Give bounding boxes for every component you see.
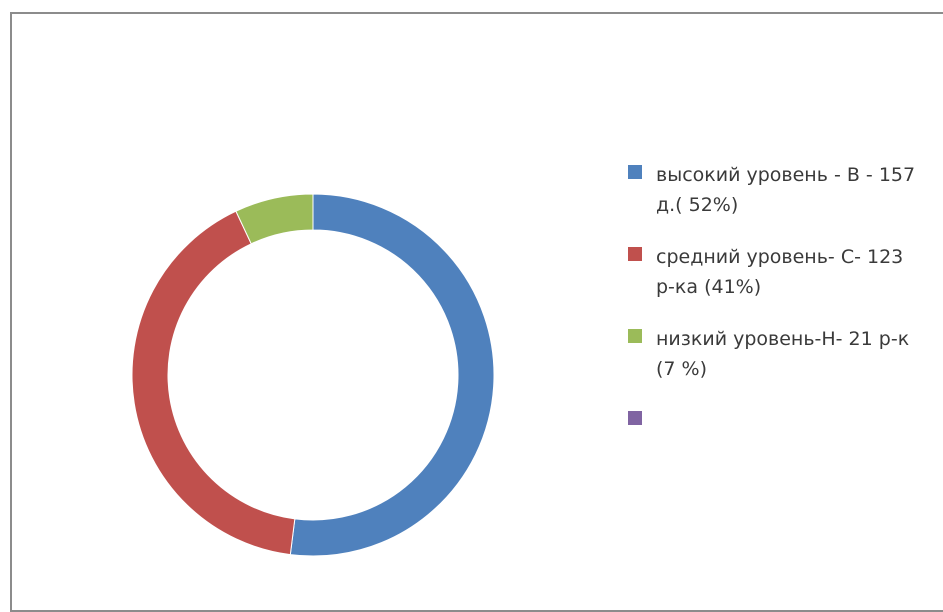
legend-label-medium: средний уровень- С- 123 р-ка (41%) (656, 246, 904, 298)
donut-slice-low (235, 193, 314, 245)
legend-label-high: высокий уровень - В - 157 д.( 52%) (656, 164, 916, 216)
legend-swatch-empty (628, 411, 642, 425)
chart-legend: высокий уровень - В - 157 д.( 52%) средн… (628, 160, 928, 442)
donut-slice-high (289, 193, 495, 557)
legend-swatch-high (628, 165, 642, 179)
legend-swatch-low (628, 329, 642, 343)
legend-swatch-medium (628, 247, 642, 261)
legend-item-empty (628, 406, 928, 425)
legend-item-high: высокий уровень - В - 157 д.( 52%) (628, 160, 928, 220)
legend-label-low: низкий уровень-Н- 21 р-к (7 %) (656, 328, 910, 380)
donut-slice-medium (131, 210, 296, 556)
legend-item-medium: средний уровень- С- 123 р-ка (41%) (628, 242, 928, 302)
legend-item-low: низкий уровень-Н- 21 р-к (7 %) (628, 324, 928, 384)
